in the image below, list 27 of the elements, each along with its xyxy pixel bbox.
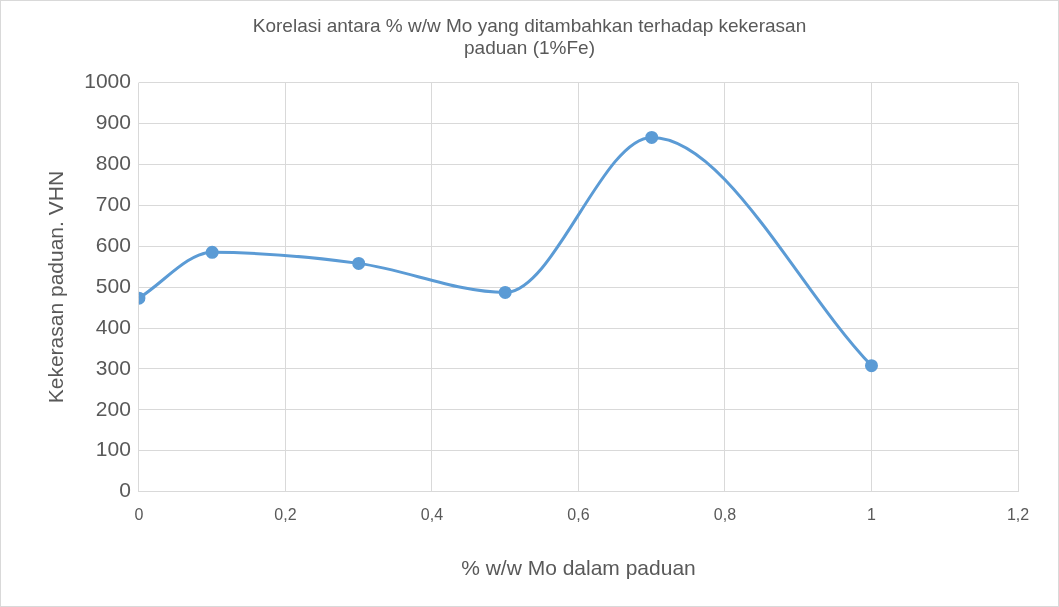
x-tick-label: 0,4	[420, 505, 444, 523]
y-tick-label: 400	[95, 314, 131, 338]
y-tick-label: 300	[95, 355, 131, 379]
y-tick-label: 900	[95, 110, 131, 134]
point	[864, 359, 878, 373]
x-tick-label: 0,6	[567, 505, 590, 523]
y-tick-label: 800	[95, 151, 131, 175]
point	[205, 245, 219, 259]
text: Korelasi antara % w/w Mo yang ditambahkan terhadap kekerasan	[252, 14, 807, 36]
y-tick-label: 0	[119, 478, 131, 502]
y-tick-label: 1000	[84, 69, 131, 93]
y-tick-label: 500	[95, 273, 131, 297]
x-tick-label: 0,8	[713, 505, 737, 523]
x-tick-label: 0	[134, 505, 144, 523]
point	[498, 285, 512, 299]
point	[352, 256, 366, 270]
x-tick-label: 1,2	[1006, 505, 1030, 523]
y-tick-label: 600	[95, 233, 131, 256]
text: paduan (1%Fe)	[464, 37, 595, 59]
x-tick-label: 0,2	[274, 505, 297, 523]
y-tick-label: 100	[95, 437, 131, 461]
y-tick-label: 200	[95, 396, 131, 420]
point	[645, 130, 659, 144]
x-axis-title: % w/w Mo dalam paduan	[461, 556, 696, 580]
x-tick-label: 1	[867, 505, 877, 523]
y-tick-label: 700	[95, 192, 131, 216]
y-axis-title: Kekerasan paduan. VHN	[44, 170, 68, 404]
